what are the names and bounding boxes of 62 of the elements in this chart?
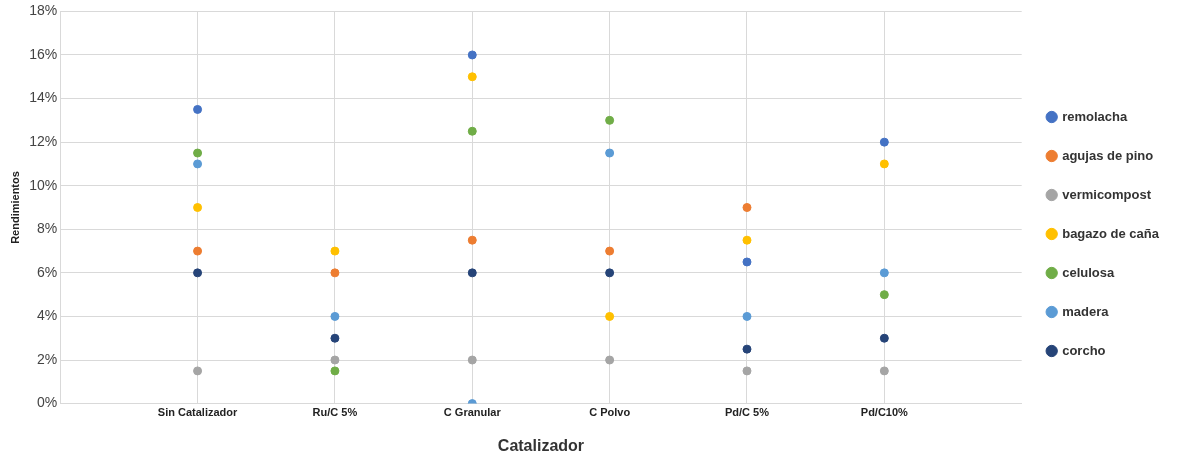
point [330, 355, 340, 365]
point [467, 72, 477, 82]
x-tick-label: Pd/C 5% [724, 406, 770, 419]
legend-label: remolacha [1062, 108, 1128, 124]
legend-label: agujas de pino [1062, 147, 1154, 163]
point [467, 355, 477, 365]
legend-label: madera [1062, 303, 1110, 319]
y-axis-title: Rendimientos [8, 171, 21, 244]
point [742, 257, 752, 267]
x-tick-label: C Polvo [589, 406, 631, 419]
y-tick-label: 2% [36, 350, 58, 367]
point [467, 126, 477, 136]
y-tick-label: 8% [36, 220, 58, 237]
legend-label: vermicompost [1062, 186, 1152, 202]
x-tick-label: Ru/C 5% [312, 406, 358, 419]
point [193, 104, 203, 114]
point [879, 268, 889, 278]
point [193, 246, 203, 256]
point [193, 203, 203, 212]
point [193, 268, 203, 278]
point [193, 366, 203, 376]
point [605, 268, 615, 278]
point [605, 115, 615, 125]
y-tick-label: 10% [29, 176, 58, 193]
y-tick-label: 4% [36, 307, 58, 324]
legend-label: corcho [1062, 342, 1106, 358]
point [879, 290, 889, 300]
point [879, 333, 889, 343]
point [742, 366, 752, 376]
point [330, 333, 340, 343]
legend-label: celulosa [1062, 264, 1115, 280]
point [467, 268, 477, 278]
point [605, 148, 615, 158]
x-tick-label: C Granular [443, 406, 502, 419]
y-tick-label: 0% [36, 394, 58, 411]
point [605, 355, 615, 365]
point [742, 203, 752, 212]
point [330, 246, 340, 256]
point [193, 148, 203, 158]
point [879, 137, 889, 147]
x-tick-label: Pd/C10% [860, 406, 909, 419]
point [330, 311, 340, 321]
legend-label: bagazo de caña [1062, 225, 1160, 241]
y-tick-label: 12% [29, 132, 58, 149]
point [742, 311, 752, 321]
x-tick-label: Sin Catalizador [157, 406, 239, 419]
x-axis-title: Catalizador [497, 436, 585, 454]
point [330, 268, 340, 278]
y-tick-label: 16% [29, 45, 58, 62]
point [467, 235, 477, 245]
point [879, 366, 889, 376]
point [742, 344, 752, 354]
point [193, 159, 203, 169]
y-tick-label: 18% [29, 2, 58, 19]
point [742, 235, 752, 245]
point [330, 366, 340, 376]
point [605, 246, 615, 256]
point [605, 311, 615, 321]
point [467, 50, 477, 60]
point [879, 159, 889, 169]
y-tick-label: 14% [29, 89, 58, 106]
y-tick-label: 6% [36, 263, 58, 280]
